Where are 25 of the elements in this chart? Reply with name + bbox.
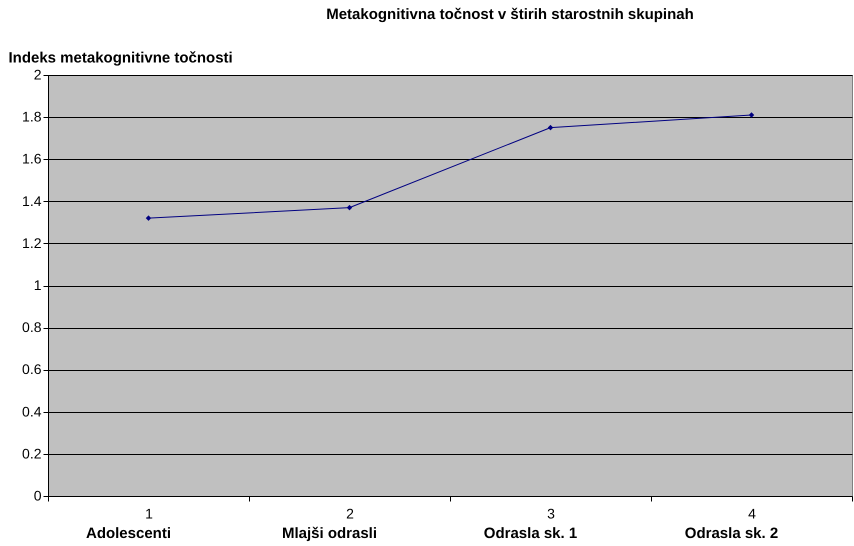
text: Mlajši odrasli xyxy=(282,525,378,542)
y-tick-label: 0.2 xyxy=(22,445,42,462)
text: Odrasla sk. 2 xyxy=(684,525,778,542)
point xyxy=(346,204,352,210)
y-axis-title: Indeks metakognitivne točnosti xyxy=(8,50,233,66)
y-tick-label: 2 xyxy=(34,66,42,82)
point xyxy=(748,112,754,118)
x-tick-label: 3 xyxy=(547,506,556,522)
y-tick-label: 1.4 xyxy=(22,192,42,209)
x-tick-label: 4 xyxy=(748,506,756,522)
point xyxy=(548,124,554,130)
y-tick-label: 1 xyxy=(34,277,42,293)
y-tick-label: 0 xyxy=(34,488,42,504)
point xyxy=(146,215,152,221)
y-tick-label: 0.6 xyxy=(22,361,42,378)
y-tick-label: 1.2 xyxy=(22,234,42,251)
text: Odrasla sk. 1 xyxy=(484,525,578,542)
y-tick-label: 0.4 xyxy=(22,403,42,420)
x-tick-label: 2 xyxy=(346,506,354,522)
y-tick-label: 1.6 xyxy=(22,150,42,167)
x-tick-label: 1 xyxy=(145,506,154,522)
y-tick-label: 1.8 xyxy=(22,108,42,125)
text: Adolescenti xyxy=(86,525,172,542)
chart-title: Metakognitivna točnost v štirih starostnih skupinah xyxy=(326,6,694,23)
y-tick-label: 0.8 xyxy=(22,319,42,336)
